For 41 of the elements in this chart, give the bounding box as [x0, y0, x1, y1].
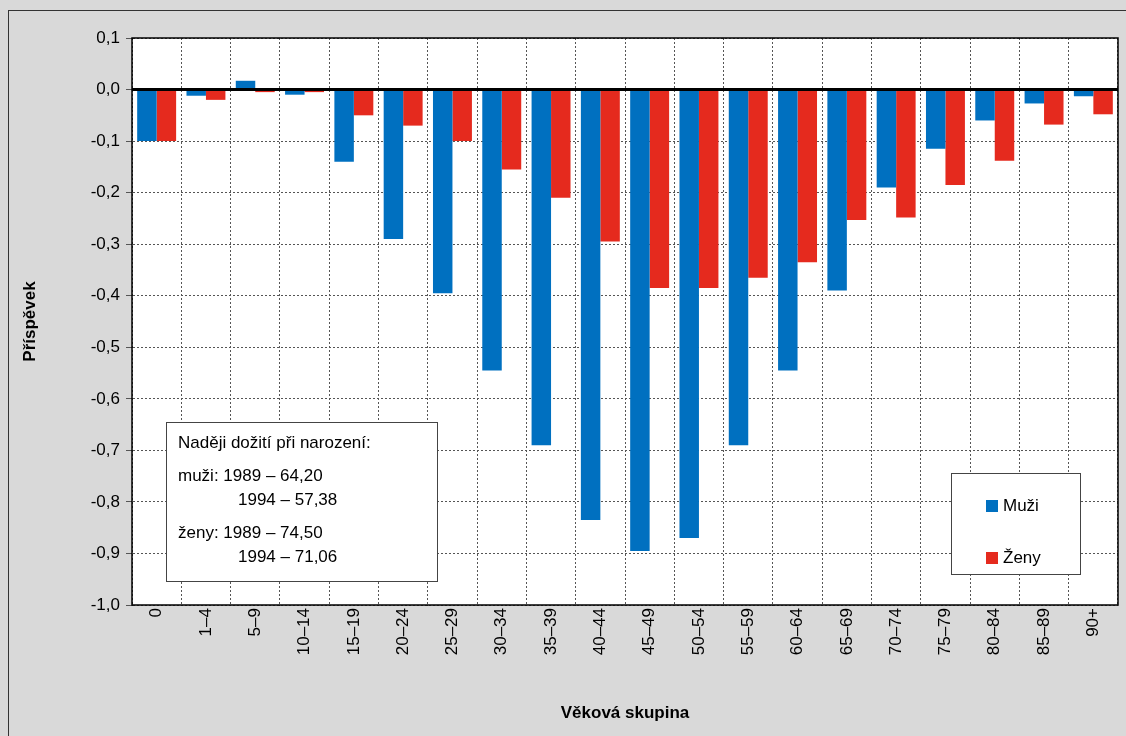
x-tick-label: 40–44 — [590, 608, 610, 656]
x-tick-label: 85–89 — [1033, 608, 1053, 656]
y-tick-label: -0,4 — [90, 285, 120, 305]
x-tick-label: 35–39 — [540, 608, 560, 656]
annotation: ženy: 1989 – 74,50 — [178, 522, 324, 544]
legend-label: Muži — [1003, 496, 1039, 516]
x-tick-label: 30–34 — [491, 608, 511, 656]
x-tick-label: 0 — [146, 608, 166, 618]
x-tick-label: 80–84 — [984, 608, 1004, 656]
y-tick-label: -1,0 — [90, 594, 120, 614]
x-axis-title: Věková skupina — [560, 703, 690, 723]
y-tick-label: -0,7 — [90, 440, 120, 460]
x-tick-label: 5–9 — [244, 608, 264, 637]
x-tick-label: 25–29 — [442, 608, 462, 656]
x-tick-label: 10–14 — [294, 608, 314, 656]
annotation: 1994 – 57,38 — [237, 489, 339, 511]
y-tick-label: -0,5 — [90, 336, 120, 356]
x-tick-label: 70–74 — [885, 608, 905, 656]
x-tick-label: 1–4 — [195, 608, 215, 637]
y-tick-label: -0,2 — [90, 182, 120, 202]
y-tick-label: -0,6 — [90, 388, 120, 408]
annotation: Naději dožití při narození: — [178, 432, 372, 454]
x-tick-label: 90+ — [1083, 607, 1103, 637]
x-tick-label: 55–59 — [737, 608, 757, 656]
x-tick-label: 45–49 — [639, 608, 659, 656]
x-tick-label: 15–19 — [343, 608, 363, 656]
y-tick-label: -0,9 — [90, 543, 120, 563]
y-tick-label: -0,3 — [90, 233, 120, 253]
y-tick-label: 0,0 — [96, 79, 120, 99]
x-tick-label: 65–69 — [836, 608, 856, 656]
annotation: 1994 – 71,06 — [237, 546, 339, 568]
x-tick-label: 20–24 — [392, 608, 412, 656]
legend-label: Ženy — [1003, 548, 1041, 568]
x-tick-label: 60–64 — [787, 608, 807, 656]
x-tick-label: 75–79 — [935, 608, 955, 656]
x-tick-label: 50–54 — [688, 608, 708, 656]
y-tick-label: 0,1 — [96, 27, 120, 47]
y-tick-label: -0,8 — [90, 491, 120, 511]
y-tick-label: -0,1 — [90, 130, 120, 150]
y-axis-title: Příspěvek — [19, 280, 39, 362]
annotation: muži: 1989 – 64,20 — [178, 465, 324, 487]
